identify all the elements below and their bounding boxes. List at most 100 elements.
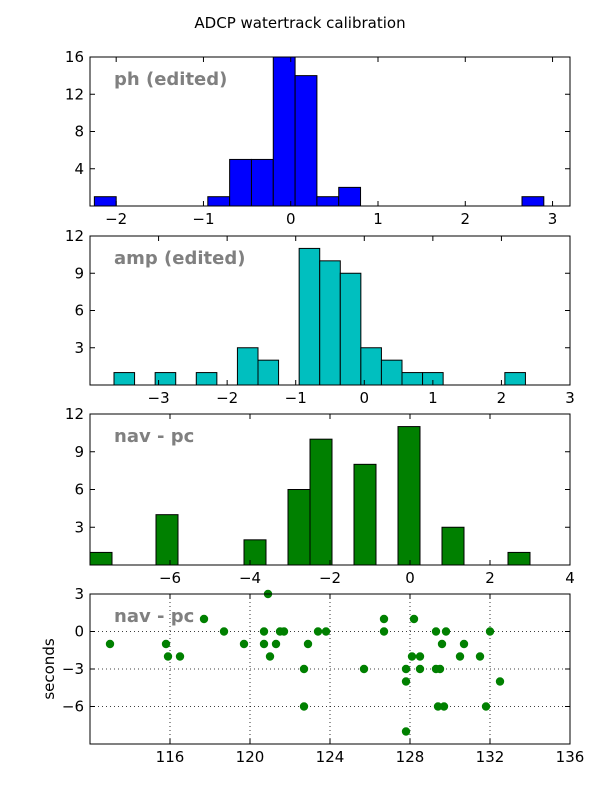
x-tick-label: 132 xyxy=(476,748,505,766)
y-tick-label: 8 xyxy=(74,123,84,141)
y-tick-label: 3 xyxy=(74,339,84,357)
histogram-bar xyxy=(309,438,333,566)
y-axis-label: seconds xyxy=(40,638,58,699)
scatter-point xyxy=(271,639,281,649)
scatter-point xyxy=(435,664,445,674)
scatter-point xyxy=(415,664,425,674)
scatter-point xyxy=(455,652,465,661)
scatter-point xyxy=(359,664,369,674)
histogram-bar xyxy=(257,359,280,386)
histogram-bar xyxy=(155,514,179,566)
y-tick-label: 12 xyxy=(65,227,84,245)
x-tick-label: 2 xyxy=(460,210,470,228)
histogram-bar xyxy=(441,526,465,566)
x-tick-label: −2 xyxy=(105,210,127,228)
histogram-bar xyxy=(298,247,321,386)
histogram-bar xyxy=(250,158,274,207)
y-tick-label: 9 xyxy=(74,264,84,282)
y-tick-label: −6 xyxy=(62,698,84,716)
x-tick-label: 2 xyxy=(497,389,507,407)
scatter-point xyxy=(407,652,417,661)
panel-title: ph (edited) xyxy=(114,69,227,90)
figure-title: ADCP watertrack calibration xyxy=(194,14,405,32)
scatter-point xyxy=(401,677,411,686)
x-tick-label: −1 xyxy=(285,389,307,407)
y-tick-label: 4 xyxy=(74,160,84,178)
x-tick-label: 116 xyxy=(156,748,185,766)
chart-panel-3: −6 −4 −2 0 2 4 3 6 9 12 nav - pc xyxy=(65,405,575,587)
x-tick-label: 0 xyxy=(360,389,370,407)
x-tick-label: 1 xyxy=(428,389,438,407)
y-tick-label: 3 xyxy=(74,518,84,536)
x-tick-label: 2 xyxy=(485,569,495,587)
y-tick-label: −3 xyxy=(62,660,84,678)
y-tick-label: 0 xyxy=(74,623,84,641)
scatter-point xyxy=(379,627,389,636)
y-tick-label: 12 xyxy=(65,405,84,423)
y-tick-label: 3 xyxy=(74,585,84,603)
x-tick-label: −3 xyxy=(148,389,170,407)
histogram-bar xyxy=(504,372,526,386)
scatter-point xyxy=(279,627,289,636)
y-tick-label: 6 xyxy=(74,481,84,499)
scatter-point xyxy=(481,702,491,711)
chart-panel-4: 116 120 124 128 132 136 3 0 −3 −6 nav - pc seconds xyxy=(40,585,584,766)
y-tick-label: 6 xyxy=(74,302,84,320)
histogram-bar xyxy=(360,347,382,386)
scatter-point xyxy=(437,639,447,649)
histogram-bar xyxy=(401,372,424,386)
histogram-bar xyxy=(89,551,113,566)
scatter-point xyxy=(199,614,209,624)
y-tick-label: 9 xyxy=(74,443,84,461)
histogram-bar xyxy=(243,539,267,566)
histogram-bar xyxy=(294,75,318,207)
histogram-bar xyxy=(272,56,296,207)
scatter-point xyxy=(441,627,451,636)
scatter-point xyxy=(439,702,449,711)
x-tick-label: 128 xyxy=(396,748,425,766)
x-tick-label: 0 xyxy=(405,569,415,587)
x-tick-label: 1 xyxy=(373,210,383,228)
histogram-bar xyxy=(316,196,340,207)
histogram-bar xyxy=(339,272,362,386)
x-tick-label: 0 xyxy=(286,210,296,228)
x-tick-label: 3 xyxy=(548,210,558,228)
histogram-bar xyxy=(521,196,545,207)
x-tick-label: −1 xyxy=(192,210,214,228)
scatter-point xyxy=(313,627,323,636)
scatter-point xyxy=(475,652,485,661)
x-tick-label: 124 xyxy=(316,748,345,766)
scatter-point xyxy=(321,627,331,636)
scatter-point xyxy=(409,614,419,624)
scatter-point xyxy=(161,639,171,649)
y-tick-label: 12 xyxy=(65,85,84,103)
panel-title: nav - pc xyxy=(114,426,194,447)
scatter-point xyxy=(495,677,505,686)
scatter-point xyxy=(105,639,115,649)
histogram-bar xyxy=(236,347,259,386)
x-tick-label: 4 xyxy=(565,569,575,587)
panel-title: nav - pc xyxy=(114,606,194,627)
scatter-point xyxy=(163,652,173,661)
x-tick-label: −2 xyxy=(319,569,341,587)
histogram-bar xyxy=(353,463,377,566)
scatter-point xyxy=(239,639,249,649)
scatter-point xyxy=(401,664,411,674)
scatter-point xyxy=(265,652,275,661)
histogram-bar xyxy=(113,372,136,386)
histogram-bar xyxy=(380,359,403,386)
histogram-bar xyxy=(195,372,218,386)
scatter-point xyxy=(485,627,495,636)
scatter-point xyxy=(303,639,313,649)
scatter-point xyxy=(379,614,389,624)
histogram-bar xyxy=(319,260,341,386)
x-tick-label: 120 xyxy=(236,748,265,766)
scatter-point xyxy=(431,627,441,636)
scatter-point xyxy=(299,702,309,711)
histogram-bar xyxy=(229,158,252,207)
scatter-point xyxy=(415,652,425,661)
scatter-point xyxy=(219,627,229,636)
